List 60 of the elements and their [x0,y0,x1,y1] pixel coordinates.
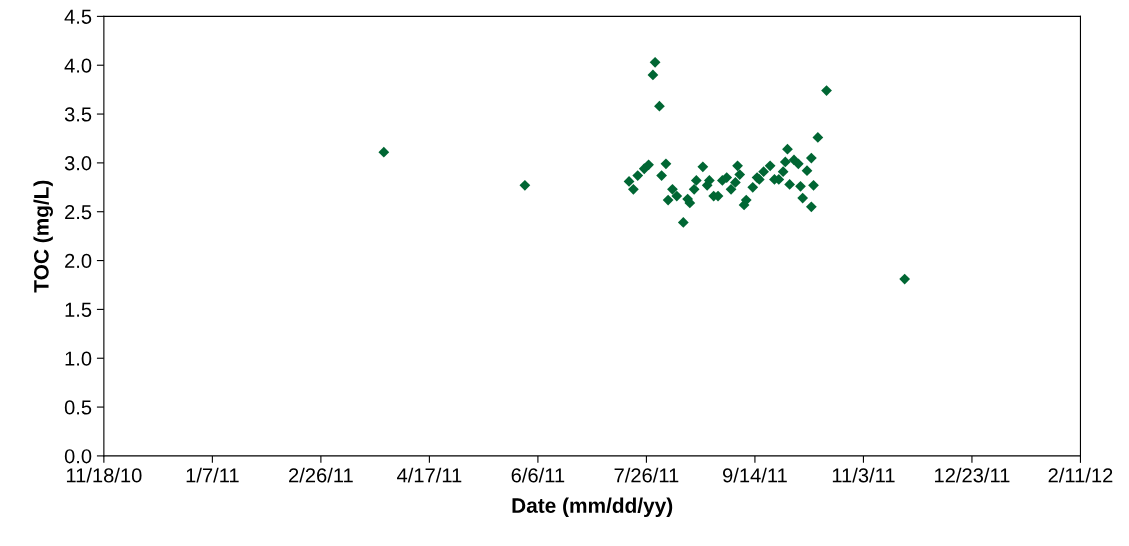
point [805,152,817,164]
x-tick-label: 12/23/11 [935,467,1010,483]
point [662,194,674,206]
point [660,158,672,170]
point [782,143,793,155]
y-tick-label: 1.5 [65,302,92,317]
point [801,165,813,177]
point [797,192,809,204]
point [690,175,702,186]
x-tick-label: 9/14/11 [723,467,787,483]
y-tick-label: 4.0 [64,58,92,73]
point [784,179,796,190]
x-tick-label: 2/11/12 [1048,467,1113,483]
x-tick-label: 11/3/11 [832,467,895,483]
x-tick-label: 7/26/11 [614,467,679,483]
x-tick-label: 4/17/11 [397,467,462,483]
point [643,159,654,171]
point [725,183,737,195]
point [779,156,791,168]
point [656,170,667,181]
x-tick-label: 11/18/10 [66,467,142,483]
point [792,158,804,170]
y-tick-label: 4.5 [64,9,92,24]
point [764,160,776,172]
point [677,217,689,228]
x-tick-label: 2/26/11 [289,467,353,483]
point [808,179,819,191]
point [671,190,683,202]
point [758,166,769,178]
y-tick-label: 1.0 [65,351,92,366]
point [812,132,824,143]
point [632,170,644,181]
point [777,166,789,178]
x-axis-title: Date (mm/dd/yy) [512,497,673,518]
point [821,85,832,96]
point [734,169,746,180]
point [667,183,678,195]
y-tick-label: 3.0 [64,156,92,171]
x-tick-label: 1/7/11 [186,467,239,483]
point [697,161,709,173]
point [795,180,806,192]
point [647,69,659,81]
y-axis-title: TOC (mg/L) [33,180,53,293]
point [899,273,911,285]
point [628,183,639,195]
point [732,160,743,172]
point [649,56,661,68]
point [805,201,817,213]
y-tick-label: 2.0 [65,253,92,269]
point [519,179,531,191]
point [730,177,741,188]
point [378,146,390,158]
y-tick-label: 3.5 [64,107,92,122]
x-tick-label: 6/6/11 [511,467,565,483]
point [747,181,759,193]
y-tick-label: 2.5 [65,204,92,220]
y-tick-label: 0.0 [64,449,92,464]
point [654,100,665,112]
y-tick-label: 0.5 [64,400,92,415]
point [688,183,700,195]
